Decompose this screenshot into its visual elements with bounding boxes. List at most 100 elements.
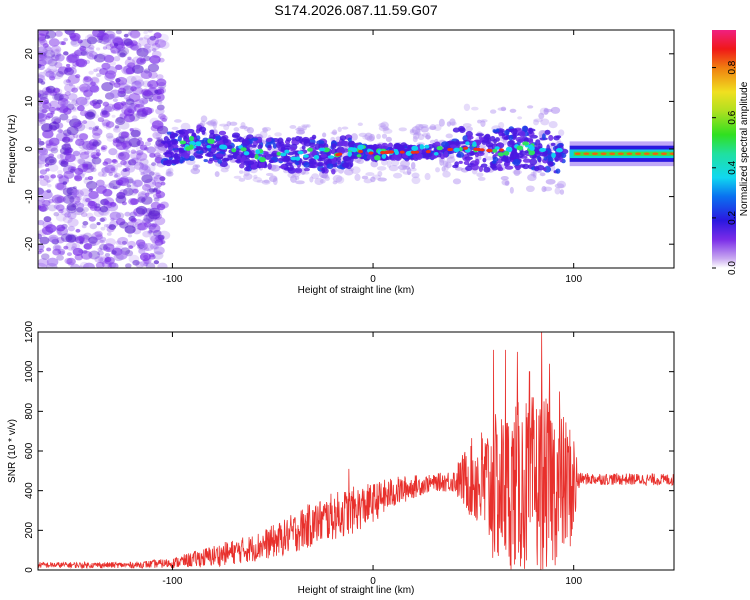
spectrogram-faint-blob [398,127,407,132]
spectrogram-noise-blob [147,30,153,33]
spectrogram-noise-blob [39,93,48,101]
spectrogram-band-blob [485,142,494,148]
spectrogram-noise-blob [116,162,123,168]
spectrogram-faint-blob [418,124,429,129]
spectrogram-peak-blob [327,155,335,159]
spectrogram-noise-blob [129,40,138,47]
spectrogram-noise-blob [63,170,75,179]
spectrogram-noise-blob [142,230,152,238]
spectrogram-noise-blob [84,176,90,181]
spectrogram-band-blob [259,161,266,168]
spectrogram-noise-blob [45,224,57,233]
spectrogram-faint-blob [446,156,456,163]
spectrogram-peak-blob [405,151,413,156]
spectrogram-noise-blob [149,253,155,258]
spectrogram-noise-blob [107,264,113,268]
spectrogram-noise-blob [99,236,107,242]
spectrogram-noise-blob [51,116,62,125]
spectrogram-noise-blob [94,230,103,238]
spectrogram-noise-blob [76,202,85,209]
spectrogram-noise-blob [143,68,151,74]
spectrogram-faint-blob [411,172,420,179]
spectrogram-noise-blob [149,35,156,41]
spectrogram-noise-blob [101,167,109,173]
tone-hot-spot [600,152,607,155]
spectrogram-noise-blob [50,45,62,54]
spectrogram-noise-blob [77,235,85,242]
spectrogram-band-blob [547,156,554,163]
spectrogram-noise-blob [147,188,155,195]
spectrogram-band-blob [191,132,196,137]
spectrogram-noise-blob [38,138,42,143]
snr-x-tick-label: 100 [565,576,582,587]
spectrogram-band-blob [541,133,546,141]
spectrogram-noise-blob [92,126,99,131]
colorbar-tick-label: 0.8 [727,60,738,74]
spectrogram-noise-blob [62,100,71,107]
spectrogram-hot-blob [389,150,395,154]
spectrogram-noise-blob [143,254,149,259]
spectrogram-noise-blob [44,156,57,166]
spectrogram-band-blob [162,160,167,166]
spectrogram-noise-blob [71,87,79,93]
spectrogram-noise-blob [62,129,72,137]
spectrogram-peak-blob [295,156,301,161]
spectrogram-noise-blob [88,236,98,244]
spectrogram-noise-blob [159,176,166,182]
spectrogram-peak-blob [529,149,534,155]
spectrogram-band-blob [303,167,310,172]
snr-x-axis-label: Height of straight line (km) [298,585,415,596]
spectrogram-noise-blob [79,45,87,52]
spectrogram-faint-blob [490,109,497,114]
spectrogram-faint-blob [476,172,484,178]
spectrogram-faint-blob [322,132,327,138]
snr-y-tick-label: 0 [24,567,35,573]
spectrogram-faint-blob [527,173,537,182]
snr-y-tick-label: 200 [24,522,35,539]
spectrogram-peak-blob [494,146,500,150]
spectrogram-noise-blob [103,223,109,228]
spectrogram-band-blob [244,166,251,172]
spectrogram-band-blob [218,130,227,136]
spectrogram-noise-blob [153,244,160,250]
spectrogram-band-blob [272,143,277,149]
spectrogram-noise-blob [123,187,134,196]
spectrogram-noise-blob [38,112,48,122]
spectrogram-noise-blob [136,57,147,65]
spectrogram-noise-blob [38,112,45,120]
spectrogram-noise-blob [62,164,75,175]
spectrogram-noise-blob [57,174,64,179]
spectrogram-noise-blob [76,196,82,201]
spectrogram-noise-blob [100,239,105,244]
spectrogram-band-blob [553,135,560,141]
spectrogram-noise-blob [137,137,143,141]
spectrogram-noise-blob [76,86,81,90]
spectrogram-x-axis-label: Height of straight line (km) [298,285,415,296]
spectrogram-band-blob [522,163,530,170]
spectrogram-band-blob [421,148,428,156]
spectrogram-noise-blob [48,121,60,131]
spectrogram-faint-blob [214,171,220,177]
spectrogram-band-blob [321,167,325,174]
spectrogram-noise-blob [151,240,157,244]
spectrogram-band-blob [548,134,554,141]
spectrogram-noise-blob [151,162,156,166]
spectrogram-noise-blob [79,39,92,49]
spectrogram-peak-blob [356,154,362,158]
spectrogram-noise-blob [86,180,98,190]
spectrogram-noise-blob [156,186,161,190]
spectrogram-band-blob [510,128,518,135]
spectrogram-noise-blob [46,112,54,119]
spectrogram-noise-blob [132,188,139,194]
tone-hot-spot [574,152,581,155]
spectrogram-faint-blob [210,118,218,127]
spectrogram-band-blob [314,143,321,150]
spectrogram-noise-blob [67,225,75,232]
spectrogram-peak-blob [357,144,364,150]
spectrogram-noise-blob [86,112,94,118]
spectrogram-hot-blob [448,147,454,152]
spectrogram-faint-blob [441,166,446,172]
spectrogram-noise-blob [144,48,152,54]
spectrogram-noise-blob [55,107,60,111]
spectrogram-noise-blob [93,68,98,73]
